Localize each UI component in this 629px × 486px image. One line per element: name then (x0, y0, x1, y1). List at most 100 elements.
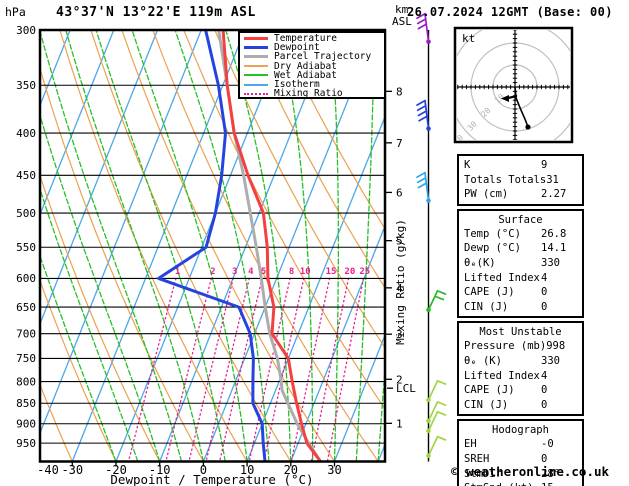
pressure-tick-label: 300 (16, 24, 36, 37)
stat-label: StmDir (464, 467, 502, 480)
km-tick-label: 4 (396, 282, 403, 295)
stat-label: CAPE (J) (464, 384, 515, 397)
stat-row: CIN (J) 0 (464, 300, 577, 315)
legend-line-sample (244, 92, 268, 95)
stat-row: θₑ(K) 330 (464, 256, 577, 271)
stat-row: CAPE (J) 0 (464, 285, 577, 300)
stat-row: Temp (°C) 26.8 (464, 227, 577, 242)
stat-value: 0 (541, 452, 548, 465)
mixing-ratio-value-label: 3 (232, 267, 237, 277)
stat-label: EH (464, 438, 477, 451)
stats-group: Hodograph EH -0 SREH 0 StmDir 28°StmSpd (kt)15 (457, 419, 584, 486)
stat-value: 330 (541, 256, 560, 269)
wind-barb (426, 290, 447, 313)
pressure-tick-label: 850 (16, 397, 36, 410)
stat-row: Lifted Index 4 (464, 369, 577, 384)
stat-label: CIN (J) (464, 300, 509, 313)
stats-group-title: Most Unstable (479, 326, 562, 339)
stat-row: CAPE (J) 0 (464, 383, 577, 398)
legend-item-label: Mixing Ratio (274, 88, 343, 100)
stat-label: Lifted Index (464, 369, 540, 382)
pressure-tick-label: 350 (16, 79, 36, 92)
pressure-tick-label: 550 (16, 241, 36, 254)
mixing-ratio-value-label: 4 (248, 267, 254, 277)
pressure-tick-label: 400 (16, 127, 36, 140)
temp-tick-label: 20 (284, 463, 298, 477)
stat-value: 0 (541, 286, 548, 299)
stat-row: PW (cm) 2.27 (464, 187, 577, 202)
temp-tick-label: 0 (200, 463, 207, 477)
plot-frame (38, 28, 387, 463)
index-panel: K 9 Totals Totals 31 PW (cm) 2.27 Surface Temp … (457, 154, 584, 486)
stat-value: -0 (541, 438, 554, 451)
stat-value: 0 (541, 300, 548, 313)
stat-label: StmSpd (kt) (464, 481, 541, 486)
legend-item-label: Dry Adiabat (274, 60, 337, 72)
km-tick-label: 2 (396, 373, 403, 386)
stat-row: SREH 0 (464, 452, 577, 467)
temp-tick-label: -20 (105, 463, 127, 477)
stat-row: Pressure (mb) 998 (464, 339, 577, 354)
temp-tick-label: -40 (37, 463, 59, 477)
temp-tick-label: -30 (61, 463, 83, 477)
legend-line-sample (244, 74, 268, 77)
wind-barb (416, 99, 431, 131)
stat-row: θₑ (K) 330 (464, 354, 577, 369)
legend: Temperature Dewpoint Parcel Trajectory Dry … (238, 31, 386, 99)
parcel-trace (217, 30, 322, 462)
mixing-ratio-value-label: 2 (210, 267, 215, 277)
pressure-tick-label: 950 (16, 437, 36, 450)
stat-label: CAPE (J) (464, 286, 515, 299)
stat-label: Temp (°C) (464, 227, 521, 240)
temp-axis-title: Dewpoint / Temperature (°C) (110, 472, 313, 486)
stat-row: Totals Totals 31 (464, 173, 577, 188)
km-tick-label: 5 (396, 235, 403, 248)
stat-label: Pressure (mb) (464, 340, 547, 353)
pressure-tick-label: 800 (16, 375, 36, 388)
legend-item-label: Isotherm (274, 79, 320, 91)
altitude-axis-unit-km: km (395, 3, 409, 16)
mixing-ratio-value-label: 15 (326, 267, 337, 277)
stats-group-title: Hodograph (492, 424, 549, 437)
km-tick-label: 3 (396, 328, 403, 341)
hodograph-trace (514, 86, 529, 128)
stat-label: Totals Totals (464, 173, 547, 186)
dewpoint-trace (157, 30, 267, 462)
stat-value: 330 (541, 354, 560, 367)
stat-label: PW (cm) (464, 188, 509, 201)
legend-item: Wet Adiabat (244, 71, 384, 80)
pressure-tick-label: 500 (16, 207, 36, 220)
stat-value: 4 (541, 369, 548, 382)
legend-line-sample (244, 65, 268, 68)
stats-group: Surface Temp (°C) 26.8 Dewp (°C) 14.1 θₑ(K) 33… (457, 208, 584, 319)
legend-item: Dewpoint (244, 43, 384, 53)
stat-label: K (464, 159, 471, 171)
stat-row: EH -0 (464, 437, 577, 452)
stats-group-title: Surface (498, 213, 543, 226)
legend-line-sample (244, 46, 268, 50)
stat-label: Lifted Index (464, 271, 540, 284)
wind-barb (426, 410, 447, 434)
stat-row: Lifted Index 4 (464, 271, 577, 286)
stat-label: Dewp (°C) (464, 242, 521, 255)
wind-barb (426, 380, 447, 403)
legend-item-label: Wet Adiabat (274, 69, 337, 81)
legend-line-sample (244, 37, 268, 41)
pressure-tick-label: 700 (16, 327, 36, 340)
hodograph-ring-label: 20 (479, 106, 492, 119)
lcl-label: LCL (396, 382, 416, 395)
pressure-tick-label: 600 (16, 272, 36, 285)
stat-value: 4 (541, 271, 548, 284)
mixing-ratio-value-label: 20 (344, 267, 355, 277)
stat-label: θₑ(K) (464, 256, 496, 269)
hodograph-frame (453, 26, 574, 144)
stats-group: Most Unstable Pressure (mb) 998 θₑ (K) 330 Li… (457, 321, 584, 417)
plot-grid: 1 2 3 4 5 8 10 15 20 25 (40, 30, 385, 462)
stat-row: StmSpd (kt)15 (464, 481, 577, 486)
legend-item: Parcel Trajectory (244, 52, 384, 62)
stat-value: 31 (546, 173, 559, 186)
stat-value: 0 (541, 398, 548, 411)
